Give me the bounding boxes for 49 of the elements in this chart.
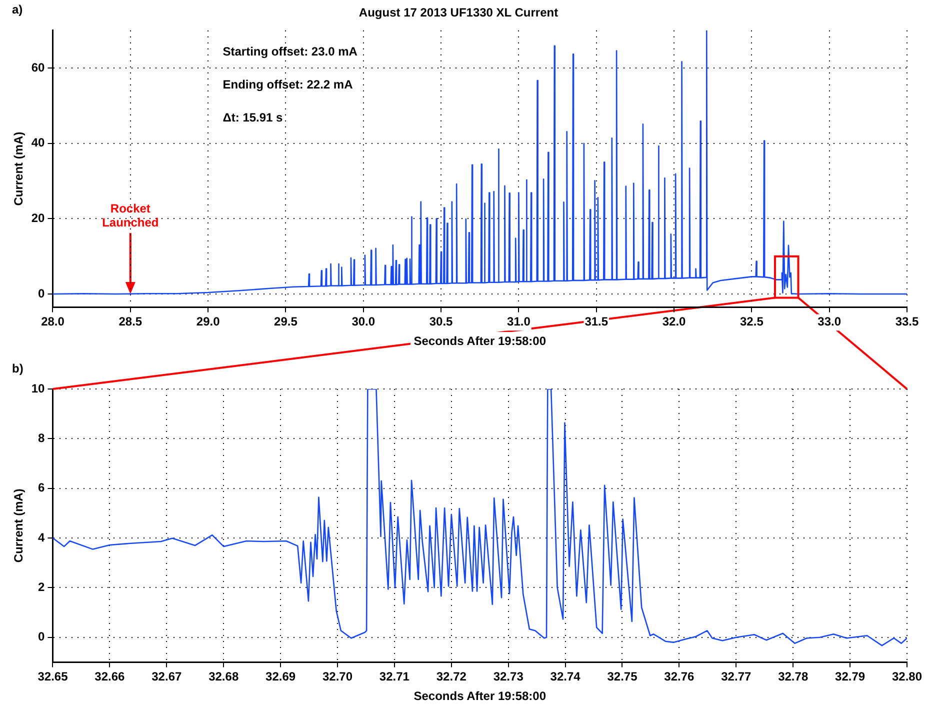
x-tick-label: 32.72 bbox=[436, 670, 467, 684]
y-axis-title: Current (mA) bbox=[12, 132, 26, 206]
x-tick-label: 32.67 bbox=[152, 670, 182, 684]
chart-title: August 17 2013 UF1330 XL Current bbox=[358, 6, 558, 20]
x-tick-label: 31.5 bbox=[584, 314, 608, 329]
y-tick-label: 20 bbox=[31, 211, 46, 226]
y-tick-label: 60 bbox=[31, 60, 46, 74]
x-tick-label: 31.0 bbox=[507, 314, 531, 329]
x-tick-label: 32.77 bbox=[721, 670, 752, 684]
y-tick-label: 40 bbox=[31, 136, 46, 150]
annotation: Starting offset: 23.0 mA bbox=[222, 44, 358, 59]
y-axis-title: Current (mA) bbox=[12, 488, 26, 563]
x-tick-label: 32.73 bbox=[493, 670, 524, 684]
y-tick-label: 0 bbox=[38, 286, 46, 300]
text: b) bbox=[12, 361, 24, 376]
x-tick-label: 29.5 bbox=[274, 314, 298, 329]
x-tick-label: 28.5 bbox=[118, 314, 142, 329]
x-tick-label: 33.5 bbox=[895, 314, 919, 329]
x-tick-label: 32.79 bbox=[835, 670, 866, 684]
y-tick-label: 0 bbox=[38, 630, 46, 644]
x-tick-label: 32.75 bbox=[607, 670, 638, 684]
x-tick-label: 32.76 bbox=[664, 670, 695, 684]
y-tick-label: 6 bbox=[38, 480, 46, 495]
x-tick-label: 32.5 bbox=[740, 314, 764, 329]
x-tick-label: 32.71 bbox=[379, 670, 410, 684]
x-tick-label: 32.78 bbox=[778, 670, 808, 684]
annotation: Δt: 15.91 s bbox=[222, 110, 284, 125]
annotation: Ending offset: 22.2 mA bbox=[222, 78, 354, 92]
annotation: Rocket Launched bbox=[102, 201, 159, 230]
text: a) bbox=[12, 2, 23, 17]
x-tick-label: 32.69 bbox=[266, 670, 296, 684]
y-tick-label: 8 bbox=[38, 430, 46, 445]
x-tick-label: 30.0 bbox=[352, 314, 376, 329]
x-tick-label: 28.0 bbox=[41, 314, 65, 329]
x-axis-title: Seconds After 19:58:00 bbox=[414, 689, 546, 704]
x-tick-label: 29.0 bbox=[196, 314, 220, 329]
x-tick-label: 30.5 bbox=[429, 314, 454, 329]
x-tick-label: 32.0 bbox=[662, 314, 686, 329]
x-tick-label: 32.80 bbox=[892, 670, 922, 684]
x-tick-label: 32.65 bbox=[38, 670, 68, 684]
x-tick-label: 32.68 bbox=[208, 670, 239, 684]
x-tick-label: 33.0 bbox=[818, 314, 842, 329]
x-tick-label: 32.66 bbox=[94, 670, 126, 684]
y-tick-label: 4 bbox=[38, 530, 46, 544]
x-tick-label: 32.74 bbox=[550, 670, 581, 684]
y-tick-label: 2 bbox=[38, 580, 46, 594]
x-tick-label: 32.70 bbox=[322, 670, 353, 684]
y-tick-label: 10 bbox=[31, 381, 46, 396]
x-axis-title: Seconds After 19:58:00 bbox=[414, 334, 546, 348]
